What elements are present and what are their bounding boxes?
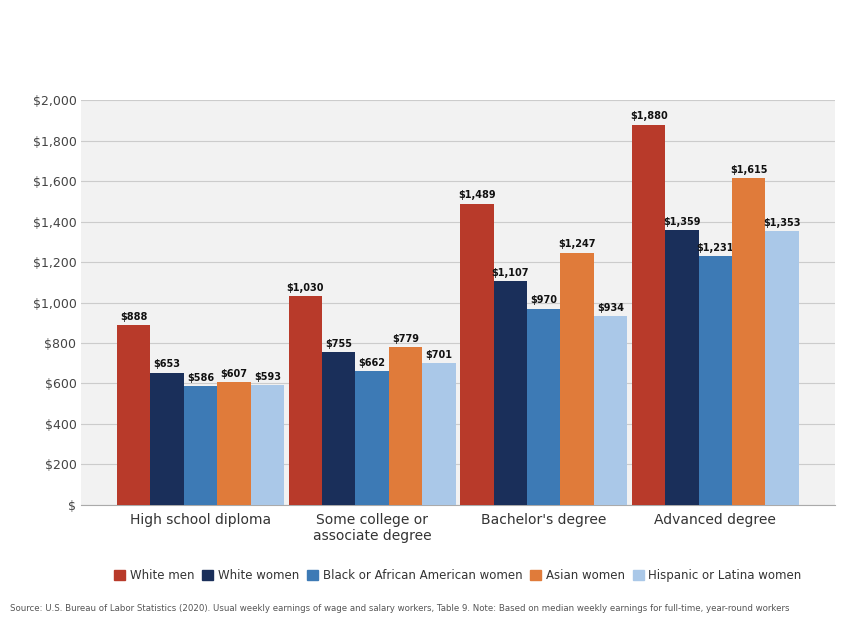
Bar	[288, 297, 322, 505]
Text: $653: $653	[153, 359, 181, 369]
Bar	[561, 253, 594, 505]
Bar	[632, 125, 665, 505]
Bar	[389, 347, 422, 505]
Bar	[355, 371, 389, 505]
Bar	[665, 230, 698, 505]
Text: $662: $662	[359, 357, 386, 367]
Bar	[422, 363, 455, 505]
Bar	[527, 308, 561, 505]
Text: $970: $970	[530, 295, 557, 305]
Text: $1,231: $1,231	[697, 243, 734, 253]
Bar	[461, 204, 494, 505]
Bar	[184, 386, 217, 505]
Text: $1,359: $1,359	[663, 217, 701, 227]
Text: $1,030: $1,030	[287, 283, 324, 293]
Bar	[494, 281, 527, 505]
Bar	[698, 256, 732, 505]
Text: $586: $586	[187, 373, 214, 383]
Bar	[732, 178, 765, 505]
Text: $607: $607	[220, 369, 247, 379]
Text: $1,353: $1,353	[764, 218, 801, 228]
Bar	[322, 352, 355, 505]
Text: $1,880: $1,880	[630, 112, 668, 122]
Bar	[765, 231, 799, 505]
Bar	[151, 372, 184, 505]
Text: $755: $755	[325, 339, 353, 349]
Text: $1,247: $1,247	[558, 240, 596, 250]
Bar	[251, 385, 284, 505]
Text: $1,615: $1,615	[730, 165, 768, 175]
Text: $593: $593	[253, 372, 281, 382]
Text: $1,489: $1,489	[458, 191, 496, 201]
Text: Source: U.S. Bureau of Labor Statistics (2020). Usual weekly earnings of wage an: Source: U.S. Bureau of Labor Statistics …	[10, 604, 790, 613]
Bar	[217, 382, 251, 505]
Text: $888: $888	[120, 312, 147, 322]
Text: $701: $701	[425, 350, 452, 360]
Text: $1,107: $1,107	[491, 268, 529, 278]
Text: Women's Median Weekly Earnings by Race/Ethnicity and Educational
Attainment, as : Women's Median Weekly Earnings by Race/E…	[10, 28, 685, 70]
Bar	[594, 316, 627, 505]
Text: $934: $934	[597, 303, 624, 313]
Text: $779: $779	[392, 334, 419, 344]
Bar	[117, 325, 151, 505]
Legend: White men, White women, Black or African American women, Asian women, Hispanic o: White men, White women, Black or African…	[110, 565, 805, 586]
